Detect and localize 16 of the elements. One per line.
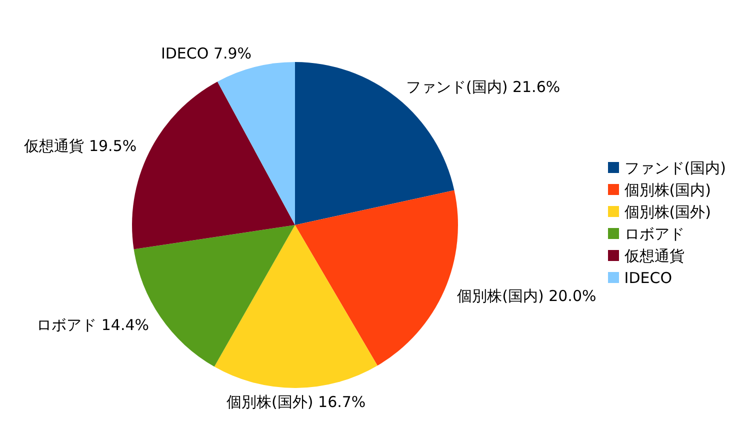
legend-label: 仮想通貨 — [624, 246, 684, 266]
category-label: 個別株(国外) 16.7% — [226, 392, 366, 411]
category-label: 仮想通貨 19.5% — [24, 136, 137, 155]
pie-slice — [217, 62, 295, 225]
legend-label: ファンド(国内) — [624, 158, 726, 178]
legend-label: ロボアド — [624, 224, 684, 244]
category-label: ファンド(国内) 21.6% — [406, 78, 560, 96]
pie-slice — [295, 190, 458, 366]
legend-label: 個別株(国内) — [624, 180, 711, 200]
legend-label: 個別株(国外) — [624, 202, 711, 222]
category-label: 個別株(国内) 20.0% — [457, 286, 596, 305]
pie-slice — [295, 62, 454, 225]
legend-label: IDECO — [624, 268, 672, 288]
pie-slice — [214, 225, 378, 388]
category-label: ロボアド 14.4% — [36, 316, 150, 334]
category-label: IDECO 7.9% — [160, 44, 252, 62]
